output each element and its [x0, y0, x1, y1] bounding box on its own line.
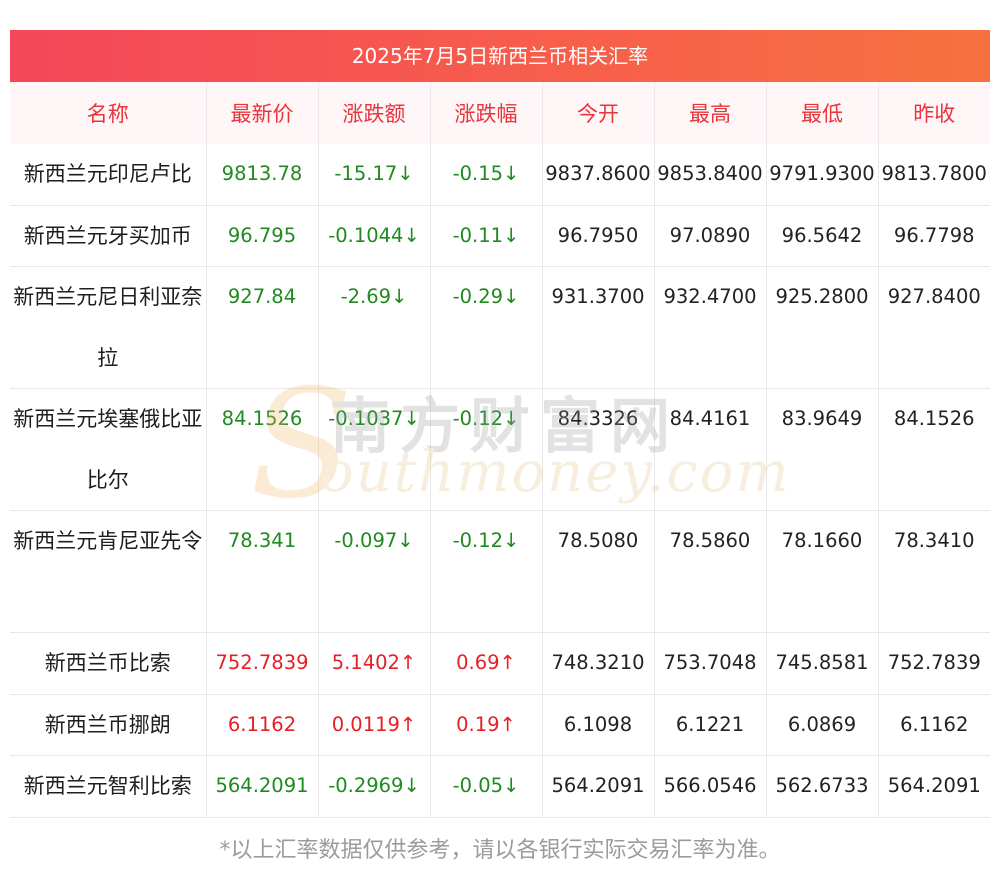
cell-high: 932.4700: [654, 266, 767, 389]
cell-pct: -0.15↓: [430, 144, 543, 206]
cell-high: 753.7048: [654, 632, 767, 695]
cell-low: 83.9649: [766, 388, 879, 511]
col-header-latest: 最新价: [206, 82, 319, 144]
cell-low: 6.0869: [766, 694, 879, 756]
rates-body: 新西兰元印尼卢比 9813.78 -15.17↓ -0.15↓ 9837.8600 985…: [10, 144, 990, 818]
cell-open: 748.3210: [542, 632, 655, 695]
rates-table: 名称 最新价 涨跌额 涨跌幅 今开 最高 最低 昨收 新西兰元印尼卢比 9813.…: [10, 82, 990, 818]
cell-high: 78.5860: [654, 510, 767, 633]
cell-open: 84.3326: [542, 388, 655, 511]
cell-name: 新西兰元尼日利亚奈拉: [10, 266, 207, 389]
cell-name: 新西兰元牙买加币: [10, 205, 207, 267]
cell-latest: 9813.78: [206, 144, 319, 206]
cell-prev: 9813.7800: [878, 144, 990, 206]
cell-change: -0.1044↓: [318, 205, 431, 267]
cell-pct: 0.19↑: [430, 694, 543, 756]
cell-pct: -0.05↓: [430, 755, 543, 818]
cell-high: 97.0890: [654, 205, 767, 267]
cell-high: 6.1221: [654, 694, 767, 756]
cell-name: 新西兰元智利比索: [10, 755, 207, 818]
cell-low: 745.8581: [766, 632, 879, 695]
table-row: 新西兰元牙买加币 96.795 -0.1044↓ -0.11↓ 96.7950 97.08…: [10, 205, 990, 267]
cell-prev: 564.2091: [878, 755, 990, 818]
table-row: 新西兰元印尼卢比 9813.78 -15.17↓ -0.15↓ 9837.8600 985…: [10, 144, 990, 206]
header-row: 名称 最新价 涨跌额 涨跌幅 今开 最高 最低 昨收: [10, 82, 990, 144]
col-header-name: 名称: [10, 82, 207, 144]
cell-prev: 6.1162: [878, 694, 990, 756]
cell-low: 562.6733: [766, 755, 879, 818]
cell-latest: 6.1162: [206, 694, 319, 756]
cell-pct: -0.29↓: [430, 266, 543, 389]
cell-prev: 78.3410: [878, 510, 990, 633]
cell-change: -0.097↓: [318, 510, 431, 633]
cell-open: 931.3700: [542, 266, 655, 389]
table-row: 新西兰币比索 752.7839 5.1402↑ 0.69↑ 748.3210 753.70…: [10, 632, 990, 695]
cell-name: 新西兰币挪朗: [10, 694, 207, 756]
cell-pct: -0.12↓: [430, 388, 543, 511]
cell-prev: 84.1526: [878, 388, 990, 511]
table-row: 新西兰元肯尼亚先令 78.341 -0.097↓ -0.12↓ 78.5080 78.58…: [10, 510, 990, 633]
cell-pct: -0.12↓: [430, 510, 543, 633]
cell-pct: 0.69↑: [430, 632, 543, 695]
cell-open: 564.2091: [542, 755, 655, 818]
footnote: *以上汇率数据仅供参考，请以各银行实际交易汇率为准。: [219, 838, 781, 863]
cell-high: 84.4161: [654, 388, 767, 511]
cell-latest: 96.795: [206, 205, 319, 267]
cell-change: 0.0119↑: [318, 694, 431, 756]
rates-container: 2025年7月5日新西兰币相关汇率 名称 最新价 涨跌额 涨跌幅 今开 最高 最…: [10, 30, 990, 818]
col-header-high: 最高: [654, 82, 767, 144]
cell-low: 78.1660: [766, 510, 879, 633]
cell-name: 新西兰元肯尼亚先令: [10, 510, 207, 633]
cell-open: 6.1098: [542, 694, 655, 756]
cell-pct: -0.11↓: [430, 205, 543, 267]
cell-latest: 78.341: [206, 510, 319, 633]
cell-change: -15.17↓: [318, 144, 431, 206]
cell-latest: 752.7839: [206, 632, 319, 695]
cell-change: -0.1037↓: [318, 388, 431, 511]
cell-open: 9837.8600: [542, 144, 655, 206]
col-header-pct: 涨跌幅: [430, 82, 543, 144]
cell-latest: 927.84: [206, 266, 319, 389]
cell-latest: 84.1526: [206, 388, 319, 511]
cell-prev: 96.7798: [878, 205, 990, 267]
cell-change: 5.1402↑: [318, 632, 431, 695]
cell-prev: 752.7839: [878, 632, 990, 695]
table-row: 新西兰元埃塞俄比亚比尔 84.1526 -0.1037↓ -0.12↓ 84.3326 8…: [10, 388, 990, 511]
col-header-prev: 昨收: [878, 82, 990, 144]
cell-change: -0.2969↓: [318, 755, 431, 818]
cell-latest: 564.2091: [206, 755, 319, 818]
cell-prev: 927.8400: [878, 266, 990, 389]
table-row: 新西兰币挪朗 6.1162 0.0119↑ 0.19↑ 6.1098 6.1221 6.08…: [10, 694, 990, 756]
col-header-open: 今开: [542, 82, 655, 144]
table-row: 新西兰元尼日利亚奈拉 927.84 -2.69↓ -0.29↓ 931.3700 932.…: [10, 266, 990, 389]
cell-high: 9853.8400: [654, 144, 767, 206]
cell-name: 新西兰元埃塞俄比亚比尔: [10, 388, 207, 511]
col-header-low: 最低: [766, 82, 879, 144]
cell-low: 9791.9300: [766, 144, 879, 206]
cell-low: 96.5642: [766, 205, 879, 267]
cell-change: -2.69↓: [318, 266, 431, 389]
cell-name: 新西兰币比索: [10, 632, 207, 695]
cell-name: 新西兰元印尼卢比: [10, 144, 207, 206]
col-header-change: 涨跌额: [318, 82, 431, 144]
cell-open: 78.5080: [542, 510, 655, 633]
cell-high: 566.0546: [654, 755, 767, 818]
table-title: 2025年7月5日新西兰币相关汇率: [10, 30, 990, 82]
cell-open: 96.7950: [542, 205, 655, 267]
table-row: 新西兰元智利比索 564.2091 -0.2969↓ -0.05↓ 564.2091 56…: [10, 755, 990, 818]
cell-low: 925.2800: [766, 266, 879, 389]
